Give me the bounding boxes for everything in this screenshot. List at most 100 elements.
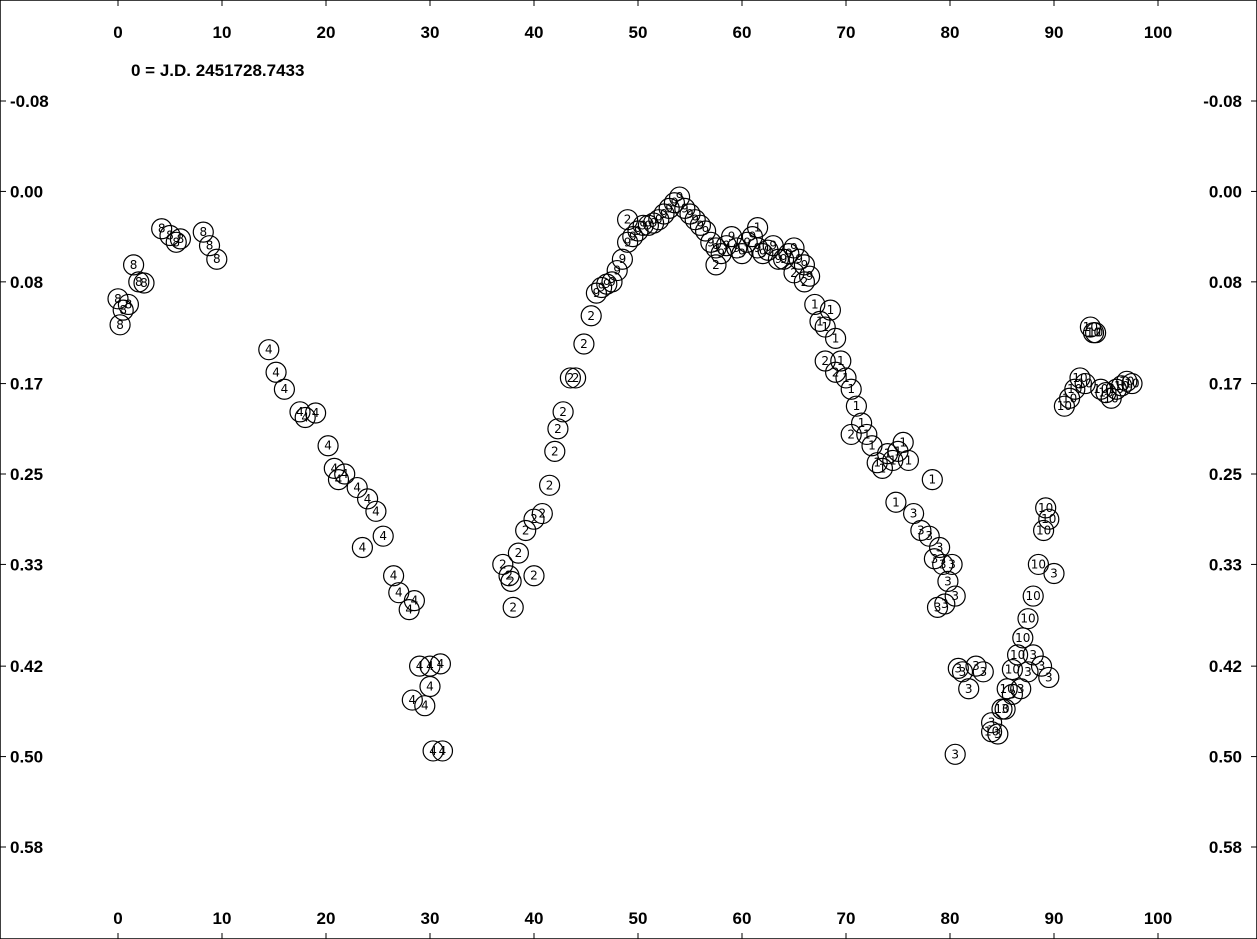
data-point-circle	[921, 469, 943, 491]
data-point-label: 2	[624, 213, 632, 227]
data-point-label: 2	[847, 427, 855, 441]
data-point: 9	[705, 237, 727, 259]
data-point-label: 9	[712, 241, 720, 255]
x-tick-label-bottom: 0	[113, 909, 122, 928]
data-point-label: 9	[619, 252, 627, 266]
data-point-circle	[689, 214, 712, 236]
data-point-label: 4	[426, 679, 434, 693]
data-point-circle	[845, 395, 868, 417]
data-point-circle	[502, 596, 524, 618]
data-point-circle	[958, 678, 980, 700]
data-point-label: 9	[780, 252, 788, 266]
data-point-label: 9	[665, 201, 673, 215]
data-point-label: 10	[1036, 524, 1051, 538]
data-point-circle	[705, 254, 727, 276]
data-point-label: 9	[697, 218, 705, 232]
data-point: 1	[830, 350, 852, 372]
data-point: 1	[824, 327, 847, 349]
data-point-circle	[694, 220, 717, 242]
data-point-circle	[746, 216, 769, 239]
data-point: 2	[502, 596, 524, 618]
data-point: 1	[804, 293, 826, 316]
data-point-label: 9	[806, 269, 814, 283]
data-point-label: 9	[769, 239, 777, 253]
data-point-label: 10	[1072, 371, 1087, 385]
x-tick-label-top: 70	[837, 23, 856, 42]
data-point-label: 4	[272, 365, 280, 379]
data-point-circle	[590, 276, 613, 299]
data-point: 4	[429, 653, 451, 675]
data-point-circle	[663, 192, 686, 214]
data-point: 8	[107, 288, 129, 310]
data-point: 4	[422, 740, 444, 762]
data-point: 4	[305, 402, 327, 424]
data-point-circle	[544, 440, 566, 462]
x-tick-label-bottom: 40	[525, 909, 544, 928]
data-point-label: 8	[119, 303, 127, 317]
data-point-label: 10	[1124, 377, 1139, 391]
data-point-circle	[710, 242, 732, 265]
data-point-circle	[258, 339, 280, 361]
data-point-label: 3	[951, 589, 959, 603]
data-point-circle	[317, 435, 339, 457]
data-point: 8	[159, 224, 181, 247]
data-point: 9	[736, 231, 758, 253]
data-point: 9	[637, 214, 660, 236]
y-tick-label-right: 0.50	[1209, 748, 1242, 767]
data-point-label: 1	[863, 427, 871, 441]
y-tick-label-left: 0.08	[10, 273, 43, 292]
data-point-label: 2	[530, 569, 538, 583]
data-point: 10	[1074, 372, 1096, 395]
data-point-circle	[1095, 382, 1117, 404]
data-point-label: 1	[821, 320, 829, 334]
data-point-circle	[840, 378, 862, 400]
data-point-circle	[498, 565, 520, 587]
data-point-label: 4	[330, 461, 338, 475]
data-point-label: 3	[994, 727, 1002, 741]
data-point-label: 3	[941, 597, 949, 611]
data-point-circle	[305, 402, 327, 424]
data-point: 8	[206, 248, 228, 270]
data-point-circle	[1105, 378, 1128, 400]
data-point-label: 1	[847, 382, 855, 396]
data-point-label: 9	[629, 230, 637, 244]
data-point: 3	[1022, 644, 1044, 666]
data-point: 10	[1035, 497, 1057, 519]
data-point-label: 2	[801, 275, 809, 289]
data-point-circle	[596, 273, 618, 295]
data-point-label: 2	[790, 266, 798, 280]
data-point-label: 2	[515, 546, 523, 560]
y-tick-label-right: 0.00	[1209, 182, 1242, 201]
data-point-label: 3	[954, 661, 962, 675]
data-point-label: 3	[1024, 665, 1032, 679]
data-point-label: 8	[125, 297, 133, 311]
data-point: 8	[112, 299, 134, 321]
data-point: 4	[401, 689, 423, 711]
data-point-circle	[934, 593, 956, 615]
data-point-circle	[1110, 375, 1133, 397]
data-point-label: 4	[301, 410, 309, 424]
data-point: 3	[944, 585, 966, 607]
data-point-circle	[824, 327, 847, 349]
data-point-label: 9	[759, 247, 767, 261]
data-point-circle	[1022, 644, 1044, 666]
data-point-label: 10	[1119, 374, 1134, 388]
data-point-circle	[206, 248, 228, 270]
data-point-label: 8	[177, 232, 185, 246]
data-point-label: 8	[116, 318, 124, 332]
data-point: 10	[1069, 367, 1091, 389]
data-point-circle	[980, 721, 1003, 743]
data-point: 9	[689, 214, 712, 236]
data-point: 2	[547, 418, 569, 440]
data-point: 1	[850, 412, 873, 434]
y-tick-label-left: 0.25	[10, 465, 43, 484]
data-point-circle	[357, 488, 379, 510]
data-point: 2	[498, 565, 520, 587]
data-point-label: 10	[1086, 326, 1101, 340]
data-point-label: 10	[1000, 682, 1015, 696]
data-point: 4	[258, 339, 280, 361]
data-point-circle	[778, 242, 800, 265]
x-tick-label-bottom: 60	[733, 909, 752, 928]
data-point-label: 1	[905, 453, 913, 467]
